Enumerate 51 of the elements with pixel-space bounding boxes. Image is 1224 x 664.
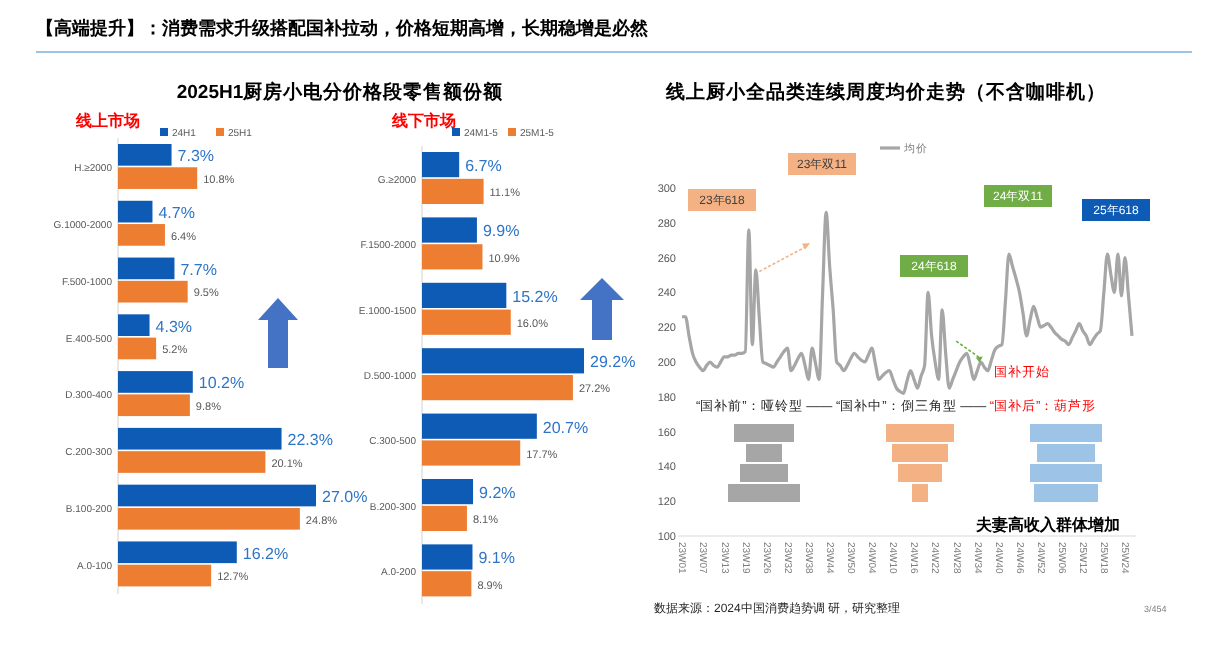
chart-title: 2025H1厨房小电分价格段零售额份额 bbox=[176, 80, 506, 104]
bar bbox=[422, 244, 483, 270]
data-label: 10.2% bbox=[198, 374, 245, 393]
data-label: 4.7% bbox=[158, 204, 195, 223]
data-label: 6.7% bbox=[465, 157, 502, 176]
bar bbox=[422, 571, 472, 597]
chart-subtitle: 线下市场 bbox=[390, 110, 456, 130]
bar bbox=[422, 505, 467, 531]
bar bbox=[118, 337, 157, 360]
bar bbox=[118, 564, 212, 587]
data-label: 29.2% bbox=[590, 353, 636, 372]
bar bbox=[422, 309, 511, 335]
text: 【高端提升】：消费需求升级搭配国补拉动，价格短期高增，长期稳增是必然 bbox=[36, 18, 650, 38]
bar bbox=[422, 544, 473, 570]
bar bbox=[118, 541, 237, 564]
data-label: 16.2% bbox=[242, 544, 289, 563]
bar bbox=[118, 167, 198, 189]
bar bbox=[422, 152, 460, 178]
data-label: 15.2% bbox=[512, 287, 558, 306]
data-label: 7.3% bbox=[177, 147, 214, 166]
bar bbox=[422, 348, 584, 374]
bar bbox=[422, 178, 484, 205]
bar bbox=[422, 413, 537, 439]
data-label: 4.3% bbox=[155, 317, 192, 336]
data-label: 9.2% bbox=[479, 483, 516, 502]
chart-subtitle: 线上市场 bbox=[74, 110, 140, 130]
data-label: 22.3% bbox=[287, 431, 333, 450]
annotation: 夫妻高收入群体增加 bbox=[974, 514, 1120, 534]
bar bbox=[118, 200, 153, 223]
data-label: 9.1% bbox=[478, 549, 515, 568]
bar bbox=[118, 144, 172, 166]
bar bbox=[422, 375, 573, 401]
data-label: 7.7% bbox=[180, 260, 217, 279]
bar bbox=[118, 224, 165, 246]
bar bbox=[422, 217, 477, 243]
chart-title: 线上厨小全品类连续周度均价走势（不含咖啡机） bbox=[664, 80, 1106, 104]
bar bbox=[118, 280, 188, 303]
data-label: 9.9% bbox=[482, 222, 520, 241]
bar bbox=[118, 507, 300, 530]
bar bbox=[118, 314, 150, 337]
bar bbox=[118, 451, 266, 473]
bar bbox=[118, 427, 282, 450]
bar bbox=[118, 394, 190, 417]
bar bbox=[422, 282, 507, 308]
bar bbox=[422, 440, 521, 466]
data-label: 27.0% bbox=[322, 487, 368, 506]
data-label: 20.7% bbox=[542, 418, 589, 437]
bar bbox=[118, 371, 193, 393]
bar bbox=[422, 478, 474, 505]
bar bbox=[118, 257, 175, 280]
bar bbox=[118, 484, 316, 507]
